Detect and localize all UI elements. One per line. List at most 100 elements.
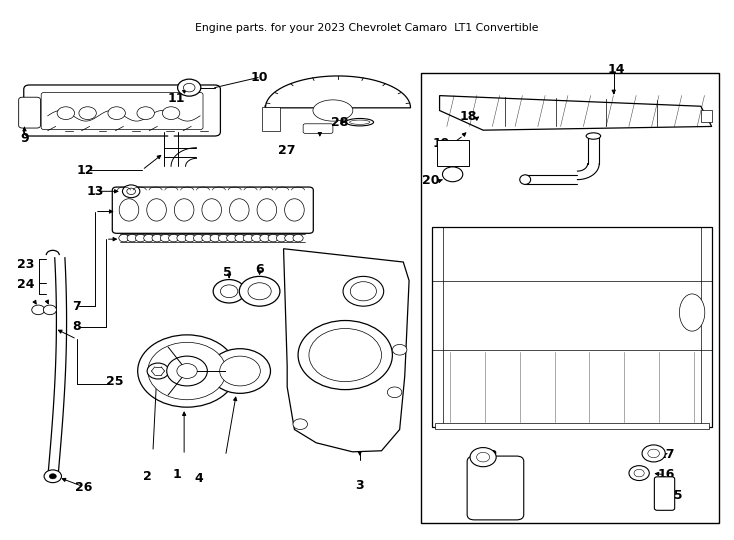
FancyBboxPatch shape [655, 477, 675, 510]
Circle shape [227, 234, 237, 242]
Circle shape [57, 107, 75, 119]
Text: 10: 10 [251, 71, 269, 84]
Circle shape [309, 328, 382, 382]
Circle shape [32, 305, 45, 315]
Circle shape [162, 107, 180, 119]
FancyBboxPatch shape [23, 85, 220, 136]
Circle shape [127, 234, 137, 242]
Circle shape [260, 234, 270, 242]
Circle shape [219, 356, 261, 386]
Bar [701, 111, 712, 122]
Circle shape [239, 276, 280, 306]
Text: 6: 6 [255, 264, 264, 276]
Circle shape [138, 335, 236, 407]
FancyBboxPatch shape [112, 187, 313, 233]
Ellipse shape [520, 175, 531, 184]
Circle shape [293, 234, 303, 242]
Circle shape [218, 234, 228, 242]
Circle shape [220, 285, 238, 298]
Circle shape [443, 167, 463, 182]
Circle shape [629, 465, 650, 481]
Circle shape [210, 234, 220, 242]
Circle shape [43, 305, 57, 315]
Circle shape [79, 107, 96, 119]
Circle shape [648, 449, 659, 458]
Text: 9: 9 [20, 132, 29, 145]
Text: 4: 4 [195, 472, 203, 485]
Circle shape [268, 234, 278, 242]
Circle shape [277, 234, 286, 242]
Circle shape [642, 445, 665, 462]
Circle shape [152, 234, 162, 242]
Ellipse shape [680, 294, 705, 331]
Text: 19: 19 [433, 137, 451, 150]
Polygon shape [283, 249, 409, 452]
Ellipse shape [230, 199, 249, 221]
FancyBboxPatch shape [18, 97, 40, 128]
Circle shape [177, 363, 197, 379]
Circle shape [298, 321, 393, 390]
Text: 28: 28 [331, 116, 348, 129]
Text: 13: 13 [86, 185, 103, 198]
FancyBboxPatch shape [467, 456, 524, 520]
Circle shape [148, 342, 226, 400]
Circle shape [213, 280, 245, 303]
Text: 3: 3 [355, 479, 364, 492]
Text: 15: 15 [666, 489, 683, 502]
Circle shape [393, 345, 407, 355]
Bar [421, 73, 719, 523]
Polygon shape [266, 76, 410, 108]
Circle shape [135, 234, 145, 242]
Ellipse shape [257, 199, 277, 221]
Text: 20: 20 [422, 174, 440, 187]
Text: 11: 11 [167, 92, 185, 105]
Text: 5: 5 [223, 266, 232, 279]
Circle shape [144, 234, 154, 242]
Text: 12: 12 [76, 164, 94, 177]
Circle shape [243, 234, 253, 242]
Circle shape [169, 234, 179, 242]
Text: 18: 18 [460, 110, 477, 123]
Ellipse shape [313, 100, 353, 121]
Bar [435, 423, 709, 429]
Circle shape [476, 453, 490, 462]
Circle shape [293, 419, 308, 429]
Circle shape [177, 234, 187, 242]
Text: 8: 8 [73, 320, 81, 333]
Ellipse shape [586, 133, 600, 139]
Circle shape [123, 185, 140, 198]
Ellipse shape [349, 120, 370, 124]
Ellipse shape [147, 199, 167, 221]
Text: 2: 2 [142, 470, 151, 483]
Circle shape [167, 356, 207, 386]
Circle shape [119, 234, 129, 242]
Circle shape [184, 83, 195, 92]
Circle shape [209, 349, 271, 393]
Text: 16: 16 [657, 468, 675, 481]
Polygon shape [432, 227, 712, 427]
Text: 24: 24 [17, 279, 34, 292]
Circle shape [202, 234, 212, 242]
Circle shape [350, 282, 377, 301]
Circle shape [252, 234, 262, 242]
Circle shape [185, 234, 195, 242]
Text: 21: 21 [467, 486, 484, 499]
Ellipse shape [285, 199, 304, 221]
Text: 27: 27 [278, 144, 296, 157]
Bar [262, 107, 280, 131]
Circle shape [127, 188, 136, 194]
Circle shape [137, 107, 154, 119]
Circle shape [49, 474, 57, 479]
FancyBboxPatch shape [41, 92, 203, 130]
Circle shape [470, 448, 496, 467]
Circle shape [160, 234, 170, 242]
Circle shape [235, 234, 245, 242]
Text: 14: 14 [607, 63, 625, 76]
Circle shape [194, 234, 203, 242]
Text: 23: 23 [18, 258, 34, 271]
Bar [437, 140, 469, 166]
Circle shape [343, 276, 384, 306]
Circle shape [248, 283, 271, 300]
Polygon shape [440, 96, 712, 130]
Circle shape [388, 387, 401, 397]
